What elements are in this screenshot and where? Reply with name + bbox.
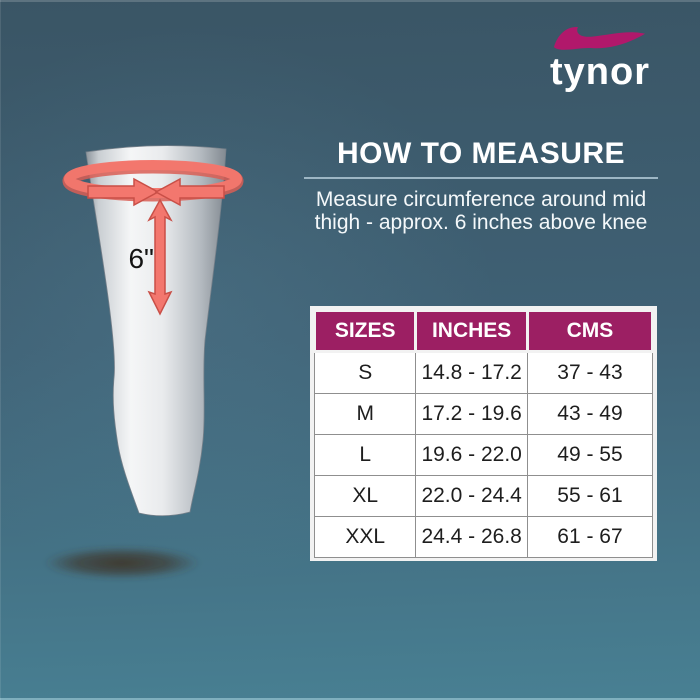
section-title: HOW TO MEASURE bbox=[336, 137, 626, 170]
table-row: XL 22.0 - 24.4 55 - 61 bbox=[313, 475, 654, 517]
brand-swoosh-icon bbox=[553, 26, 646, 50]
how-to-measure-section: HOW TO MEASURE Measure circumference aro… bbox=[302, 137, 660, 234]
size-chart: SIZES INCHES CMS S 14.8 - 17.2 37 - 43 M 17.… bbox=[310, 306, 657, 561]
col-header-inches: INCHES bbox=[414, 309, 529, 353]
inches-cell: 19.6 - 22.0 bbox=[415, 434, 528, 476]
instruction-line: thigh - approx. 6 inches above knee bbox=[314, 211, 648, 234]
leg-illustration: 6" bbox=[44, 145, 244, 579]
table-header-row: SIZES INCHES CMS bbox=[312, 309, 655, 353]
size-cell: XXL bbox=[313, 516, 417, 558]
size-cell: S bbox=[313, 351, 417, 394]
brand-name: tynor bbox=[550, 51, 650, 93]
inches-cell: 24.4 - 26.8 bbox=[415, 516, 528, 558]
cms-cell: 61 - 67 bbox=[526, 516, 654, 558]
leg-shadow bbox=[44, 547, 200, 579]
vertical-measure-arrow-icon bbox=[147, 198, 173, 316]
instruction-line: Measure circumference around mid bbox=[315, 188, 647, 211]
table-row: L 19.6 - 22.0 49 - 55 bbox=[313, 434, 654, 476]
circumference-arrows-icon bbox=[87, 177, 225, 207]
table-row: XXL 24.4 - 26.8 61 - 67 bbox=[313, 516, 654, 558]
inches-cell: 17.2 - 19.6 bbox=[415, 393, 528, 435]
measurement-label: 6" bbox=[128, 243, 154, 274]
brand-logo: tynor bbox=[540, 24, 660, 91]
measure-instructions: Measure circumference around mid thigh -… bbox=[302, 188, 660, 234]
table-row: S 14.8 - 17.2 37 - 43 bbox=[313, 351, 654, 394]
size-cell: XL bbox=[313, 475, 417, 517]
inches-cell: 22.0 - 24.4 bbox=[415, 475, 528, 517]
size-cell: M bbox=[313, 393, 417, 435]
size-cell: L bbox=[313, 434, 417, 476]
cms-cell: 49 - 55 bbox=[526, 434, 654, 476]
leg-graphic bbox=[85, 145, 227, 517]
col-header-cms: CMS bbox=[525, 309, 655, 353]
table-row: M 17.2 - 19.6 43 - 49 bbox=[313, 393, 654, 435]
cms-cell: 55 - 61 bbox=[526, 475, 654, 517]
inches-cell: 14.8 - 17.2 bbox=[415, 351, 528, 394]
size-table-body: S 14.8 - 17.2 37 - 43 M 17.2 - 19.6 43 - 49 L 1… bbox=[313, 351, 654, 558]
title-underline bbox=[304, 177, 658, 179]
size-table: SIZES INCHES CMS S 14.8 - 17.2 37 - 43 M 17.… bbox=[312, 309, 655, 558]
col-header-sizes: SIZES bbox=[312, 309, 418, 353]
cms-cell: 43 - 49 bbox=[526, 393, 654, 435]
cms-cell: 37 - 43 bbox=[526, 351, 654, 394]
